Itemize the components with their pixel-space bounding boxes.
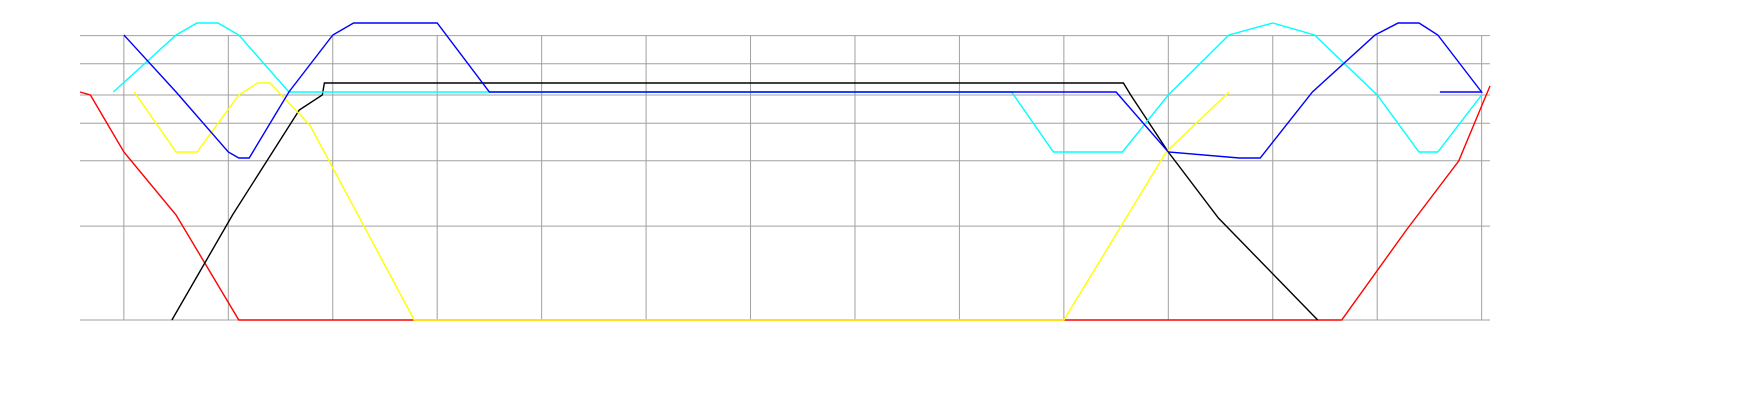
series-line-1: [79, 85, 1491, 321]
series-line-3: [133, 82, 1230, 321]
series-line-4: [112, 22, 1483, 153]
gridlines: [80, 35, 1490, 321]
series-line-5: [123, 22, 1484, 159]
series-line-2: [171, 82, 1319, 321]
series-lines: [79, 22, 1491, 321]
